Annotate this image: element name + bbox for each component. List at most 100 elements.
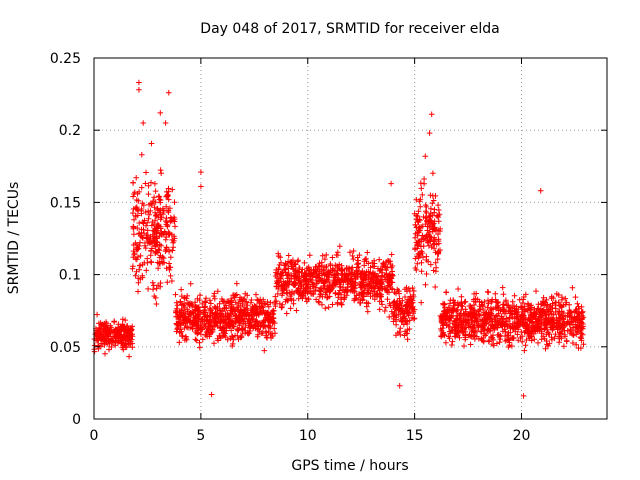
data-point <box>151 221 157 227</box>
data-point <box>397 325 404 331</box>
data-point <box>488 306 495 313</box>
data-point <box>337 284 344 290</box>
data-point <box>195 308 202 315</box>
data-point <box>270 307 277 314</box>
data-point <box>500 308 506 315</box>
data-point <box>142 209 149 215</box>
data-point <box>176 330 183 336</box>
x-tick-label: 15 <box>406 428 424 444</box>
data-point <box>498 313 505 320</box>
data-point <box>418 260 425 266</box>
data-point <box>148 247 154 254</box>
data-point <box>202 323 209 329</box>
data-point <box>458 325 465 331</box>
data-point <box>147 252 154 259</box>
data-point <box>229 334 236 340</box>
data-point <box>169 186 176 193</box>
data-point <box>121 334 128 340</box>
data-point <box>106 346 112 353</box>
data-point <box>244 292 250 298</box>
data-point <box>528 313 534 319</box>
data-point <box>305 264 312 270</box>
data-point <box>284 297 291 304</box>
data-point <box>359 279 366 286</box>
data-point <box>166 89 172 96</box>
data-point <box>141 202 147 208</box>
data-point <box>144 220 150 226</box>
data-point <box>391 301 398 307</box>
data-point <box>233 315 239 322</box>
data-point <box>490 312 496 319</box>
data-point <box>361 272 367 279</box>
data-point <box>144 227 151 234</box>
data-point <box>163 221 170 228</box>
data-point <box>143 245 149 251</box>
data-point <box>350 248 357 254</box>
data-point <box>360 271 366 277</box>
data-point <box>242 321 249 327</box>
data-point <box>307 288 313 294</box>
data-point <box>218 307 224 314</box>
data-point <box>580 341 587 348</box>
data-point <box>228 327 234 334</box>
data-point <box>349 286 356 293</box>
data-point <box>198 318 204 325</box>
data-point <box>183 295 190 302</box>
data-point <box>560 316 567 323</box>
data-point <box>343 277 349 284</box>
data-point <box>292 261 298 268</box>
data-point <box>373 280 380 287</box>
data-point <box>175 324 181 330</box>
data-point <box>129 323 135 330</box>
data-point <box>334 263 340 269</box>
data-point <box>130 224 137 230</box>
data-point <box>530 322 537 329</box>
data-point <box>537 188 544 194</box>
x-tick-label: 0 <box>90 428 99 444</box>
data-point <box>319 259 325 266</box>
data-point <box>543 304 550 310</box>
data-point <box>457 315 464 322</box>
data-point <box>520 300 526 306</box>
data-point <box>324 295 330 301</box>
data-point <box>432 259 439 266</box>
data-point <box>145 216 152 222</box>
data-point <box>155 193 162 200</box>
data-point <box>348 276 355 282</box>
data-point <box>344 284 351 290</box>
data-point <box>158 242 164 249</box>
data-point <box>290 300 297 307</box>
data-point <box>516 322 522 328</box>
x-tick-label: 20 <box>513 428 531 444</box>
data-point <box>555 309 561 315</box>
data-point <box>216 332 223 339</box>
data-point <box>467 323 474 330</box>
data-point <box>244 318 251 324</box>
data-point <box>534 305 541 312</box>
data-point <box>148 258 154 265</box>
data-point <box>518 303 524 310</box>
data-point <box>291 290 297 296</box>
data-point <box>279 284 286 290</box>
data-point <box>429 200 436 207</box>
data-point <box>214 336 221 342</box>
data-point <box>167 273 174 279</box>
data-point <box>163 237 169 243</box>
data-point <box>229 343 235 349</box>
data-point <box>325 277 331 283</box>
data-point <box>413 224 420 231</box>
data-point <box>489 334 495 341</box>
data-point <box>99 321 106 328</box>
data-point <box>500 291 507 297</box>
data-point <box>145 234 151 241</box>
data-point <box>192 336 199 343</box>
data-point <box>549 336 555 343</box>
y-axis-label: SRMTID / TECUs <box>6 182 22 295</box>
data-point <box>420 243 427 249</box>
data-point <box>469 333 475 340</box>
data-point <box>372 296 378 302</box>
data-point <box>194 330 201 336</box>
data-point <box>421 176 427 182</box>
data-point <box>238 333 244 340</box>
data-point <box>550 320 556 326</box>
